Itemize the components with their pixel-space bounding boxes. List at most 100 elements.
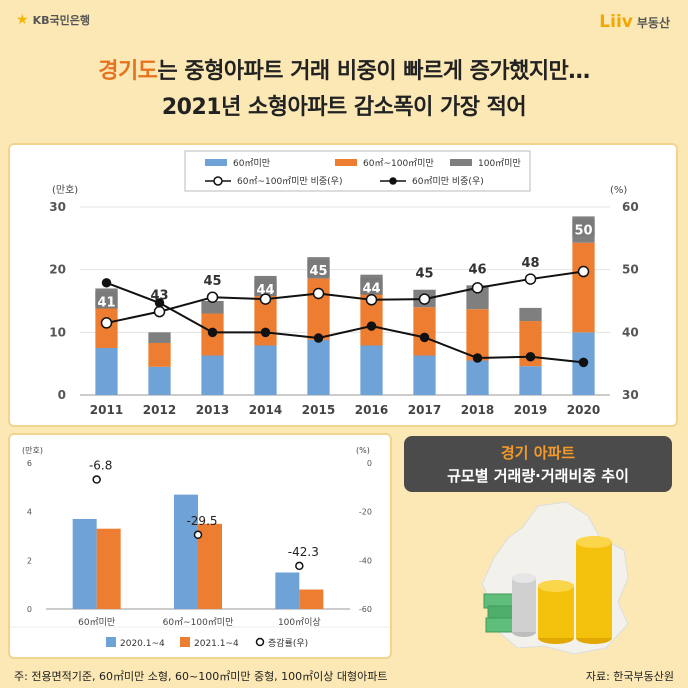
legend-label: 60㎡~100㎡미만 xyxy=(363,158,434,169)
change-point xyxy=(295,561,304,571)
headline-line1: 경기도는 중형아파트 거래 비중이 빠르게 증가했지만… xyxy=(0,54,688,90)
badge-subtitle: 규모별 거래량·거래비중 추이 xyxy=(447,467,629,485)
line-point xyxy=(419,332,430,343)
headline-line2: 2021년 소형아파트 감소폭이 가장 적어 xyxy=(161,95,527,120)
bar xyxy=(299,589,324,609)
series-line xyxy=(106,270,584,324)
legend-swatch xyxy=(205,159,227,166)
change-label: -6.8 xyxy=(89,459,112,473)
bar-segment xyxy=(254,345,277,395)
line-point xyxy=(312,287,325,300)
kb-star-icon: ★ xyxy=(16,12,29,28)
y2-tick-label: -40 xyxy=(359,556,372,565)
change-label: -42.3 xyxy=(288,545,319,559)
legend-label: 60㎡~100㎡미만 비중(우) xyxy=(237,176,342,187)
headline-highlight: 경기도 xyxy=(98,59,158,84)
line-point xyxy=(260,327,271,338)
x-tick-label: 2019 xyxy=(514,403,547,417)
line-point xyxy=(472,353,483,363)
x-tick-label: 2011 xyxy=(90,403,123,417)
line-point xyxy=(577,265,590,278)
annotation-label: 50 xyxy=(574,223,592,238)
x-tick-label: 2012 xyxy=(143,403,176,417)
y2-tick-label: 0 xyxy=(367,459,372,468)
line-point xyxy=(206,291,219,303)
footnote: 주: 전용면적기준, 60㎡미만 소형, 60~100㎡미만 중형, 100㎡이… xyxy=(14,670,388,683)
bar-segment xyxy=(413,355,436,395)
bottom-chart: (만호) (%) 0 2 4 6 -60 -40 -20 0 60㎡미만 60㎡~100㎡미만 100㎡… xyxy=(10,446,390,649)
bar-segment xyxy=(572,242,595,333)
y-unit-right: (%) xyxy=(610,185,627,196)
line-point xyxy=(313,333,324,343)
region-badge: 경기 아파트 규모별 거래량·거래비중 추이 xyxy=(404,436,672,492)
change-point xyxy=(193,530,203,540)
bar xyxy=(96,528,121,609)
y2-tick-label: 30 xyxy=(622,388,639,402)
annotation-label: 45 xyxy=(309,264,327,279)
gyeonggi-map-illustration xyxy=(481,501,629,655)
bar-segment xyxy=(95,348,118,395)
legend-swatch xyxy=(180,637,190,647)
y-tick-label: 10 xyxy=(49,325,66,339)
line-point xyxy=(578,357,589,368)
x-tick-label: 60㎡~100㎡미만 xyxy=(163,617,234,628)
annotation-box xyxy=(95,291,118,309)
headline-line1-rest: 는 중형아파트 거래 비중이 빠르게 증가했지만… xyxy=(157,59,590,84)
bar-segment xyxy=(360,291,383,346)
bar-segment xyxy=(519,321,542,367)
x-tick-label: 2014 xyxy=(249,403,282,417)
bar xyxy=(174,494,198,609)
annotation-label: 45 xyxy=(203,274,221,289)
headline: 경기도는 중형아파트 거래 비중이 빠르게 증가했지만… 2021년 소형아파트… xyxy=(0,54,688,126)
top-chart: 60㎡미만 60㎡~100㎡미만 100㎡미만 60㎡~100㎡미만 비중(우) 60㎡… xyxy=(49,150,639,417)
liiv-brand: Liiv xyxy=(599,12,633,32)
bar-segment xyxy=(413,307,436,356)
legend-label: 60㎡미만 비중(우) xyxy=(412,176,484,187)
kb-logo: ★ KB국민은행 xyxy=(16,12,90,28)
y-tick-label: 2 xyxy=(27,556,32,565)
bottom-chart-card: (만호) (%) 0 2 4 6 -60 -40 -20 0 60㎡미만 60㎡~100㎡미만 100㎡… xyxy=(10,435,390,657)
y-tick-label: 6 xyxy=(27,459,32,468)
annotation-label: 48 xyxy=(521,256,539,271)
bar-segment xyxy=(519,366,542,395)
series-line xyxy=(106,281,584,364)
y2-tick-label: -20 xyxy=(359,508,372,517)
liiv-sub: 부동산 xyxy=(636,15,670,30)
bar-segment xyxy=(466,285,489,310)
line-point xyxy=(471,282,484,294)
liiv-logo: Liiv 부동산 xyxy=(599,12,670,32)
y2-tick-label: -60 xyxy=(359,605,372,614)
y-unit-right: (%) xyxy=(356,446,370,455)
y-unit-left: (만호) xyxy=(52,184,78,196)
x-tick-label: 2018 xyxy=(461,403,494,417)
y-tick-label: 4 xyxy=(27,508,32,517)
y2-tick-label: 40 xyxy=(622,325,639,339)
line-point xyxy=(100,317,113,329)
x-tick-label: 100㎡이상 xyxy=(278,617,321,628)
legend-swatch xyxy=(450,159,472,166)
legend-marker xyxy=(389,177,397,185)
annotation-box xyxy=(572,219,595,237)
bar-segment xyxy=(519,307,542,322)
annotation-label: 46 xyxy=(468,262,486,277)
legend-label: 2021.1~4 xyxy=(194,639,239,649)
line-point xyxy=(418,293,431,305)
bar-segment xyxy=(148,332,171,343)
legend-label: 60㎡미만 xyxy=(233,158,270,169)
bar-segment xyxy=(148,366,171,395)
bar-segment xyxy=(307,339,330,395)
source: 자료: 한국부동산원 xyxy=(585,670,674,683)
annotation-box xyxy=(307,260,330,278)
line-point xyxy=(524,273,537,285)
x-tick-label: 2020 xyxy=(567,403,600,417)
kb-logo-text: KB국민은행 xyxy=(32,14,90,27)
line-point xyxy=(101,278,112,288)
bar-segment xyxy=(466,309,489,361)
change-point xyxy=(92,475,101,484)
bar xyxy=(72,518,97,609)
y-tick-label: 0 xyxy=(58,388,66,402)
legend-box xyxy=(184,150,531,192)
x-tick-label: 2016 xyxy=(355,403,388,417)
bar-segment xyxy=(307,278,330,340)
y-unit-left: (만호) xyxy=(22,446,43,455)
